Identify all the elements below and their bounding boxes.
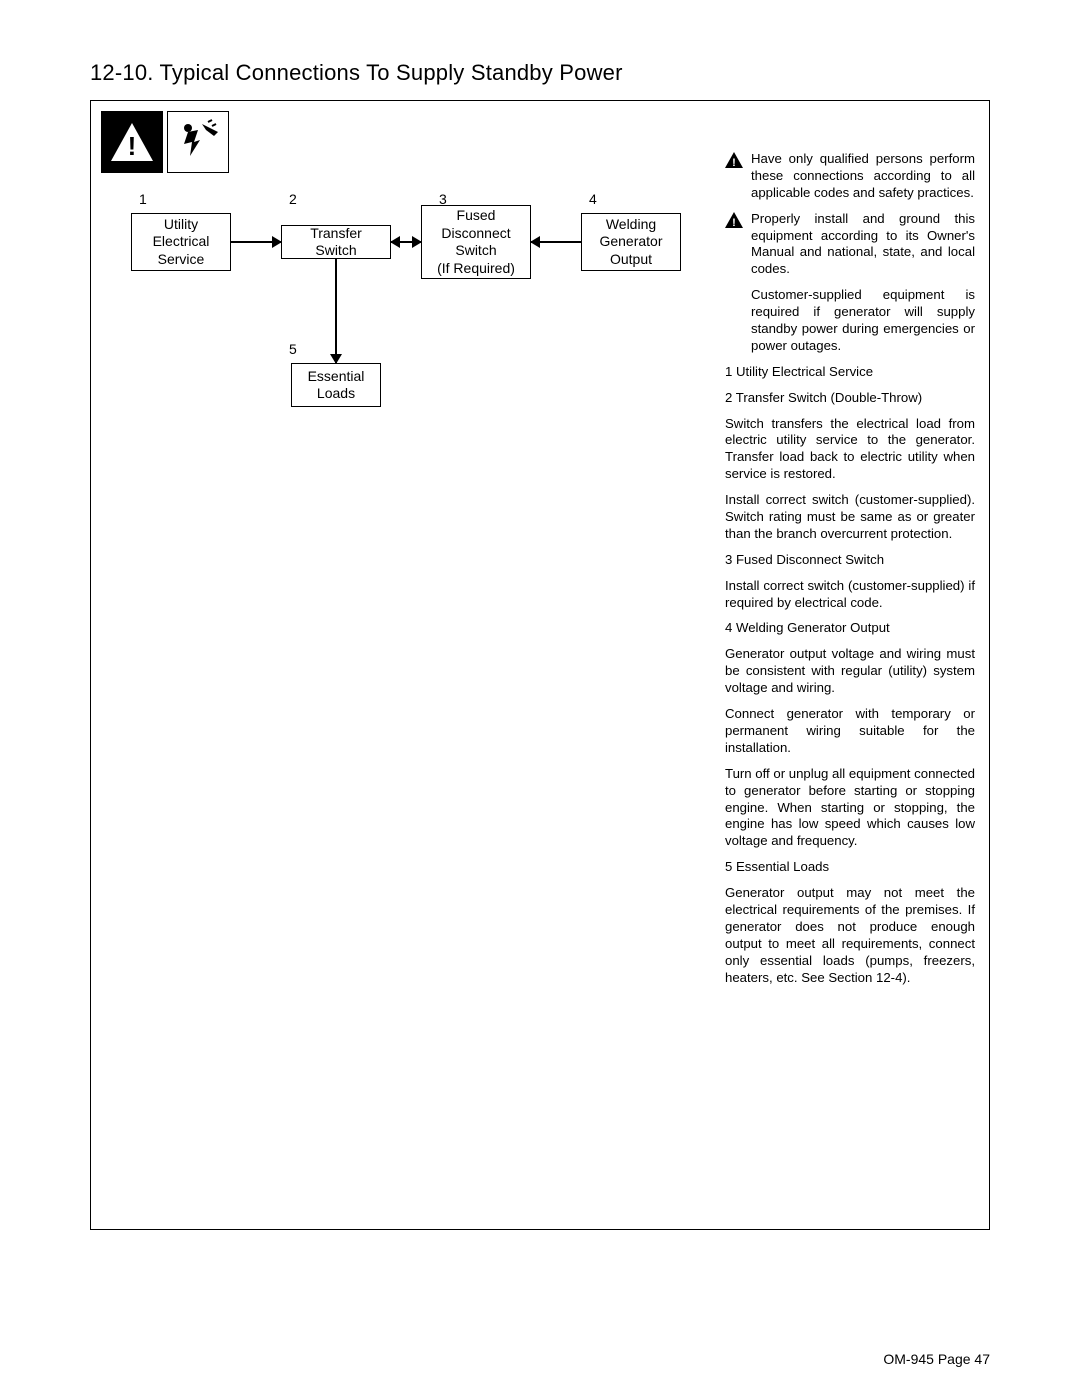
indented-leadin: Customer-supplied equipment is required … [725,287,975,355]
p-wg1: Generator output voltage and wiring must… [725,646,975,697]
page-footer: OM-945 Page 47 [883,1351,990,1367]
p-wg3: Turn off or unplug all equipment connect… [725,766,975,850]
warning-2: ! Properly install and ground this equip… [725,211,975,279]
p-customer: Customer-supplied equipment is required … [751,287,975,355]
svg-text:!: ! [732,157,736,168]
svg-text:!: ! [128,131,137,161]
electric-shock-icon [167,111,229,173]
page: 12-10. Typical Connections To Supply Sta… [0,0,1080,1397]
safety-icon-row: ! [101,111,229,173]
box-fused-disconnect: Fused Disconnect Switch (If Required) [421,205,531,279]
p-l4: 4 Welding Generator Output [725,620,975,637]
p-fd: Install correct switch (customer-supplie… [725,578,975,612]
p-l3: 3 Fused Disconnect Switch [725,552,975,569]
warning-1-text: Have only qualified persons perform thes… [751,151,975,202]
diagram-label-4: 4 [589,191,597,207]
content-frame: ! 1 2 3 4 5 Utility [90,100,990,1230]
p-l1: 1 Utility Electrical Service [725,364,975,381]
p-l5: 5 Essential Loads [725,859,975,876]
box-welding-output: Welding Generator Output [581,213,681,271]
warning-1: ! Have only qualified persons perform th… [725,151,975,202]
arrow-2-3 [391,241,421,243]
warning-triangle-icon: ! [101,111,163,173]
box-transfer-switch: Transfer Switch [281,225,391,259]
arrow-2-5 [335,259,337,363]
p-wg2: Connect generator with temporary or perm… [725,706,975,757]
p-el: Generator output may not meet the electr… [725,885,975,986]
warning-2-text: Properly install and ground this equipme… [751,211,975,279]
box-essential-loads: Essential Loads [291,363,381,407]
p-l2: 2 Transfer Switch (Double-Throw) [725,390,975,407]
arrow-4-3 [531,241,581,243]
warning-icon: ! [725,152,743,168]
diagram-label-2: 2 [289,191,297,207]
right-text-column: ! Have only qualified persons perform th… [725,151,975,995]
arrow-1-2 [231,241,281,243]
connection-diagram: 1 2 3 4 5 Utility Electrical Service Tra… [111,191,731,531]
box-utility-service: Utility Electrical Service [131,213,231,271]
diagram-label-5: 5 [289,341,297,357]
section-title: 12-10. Typical Connections To Supply Sta… [90,60,990,86]
p-sw1: Switch transfers the electrical load fro… [725,416,975,484]
warning-icon: ! [725,212,743,228]
svg-text:!: ! [732,217,736,228]
diagram-label-1: 1 [139,191,147,207]
p-sw2: Install correct switch (customer-supplie… [725,492,975,543]
